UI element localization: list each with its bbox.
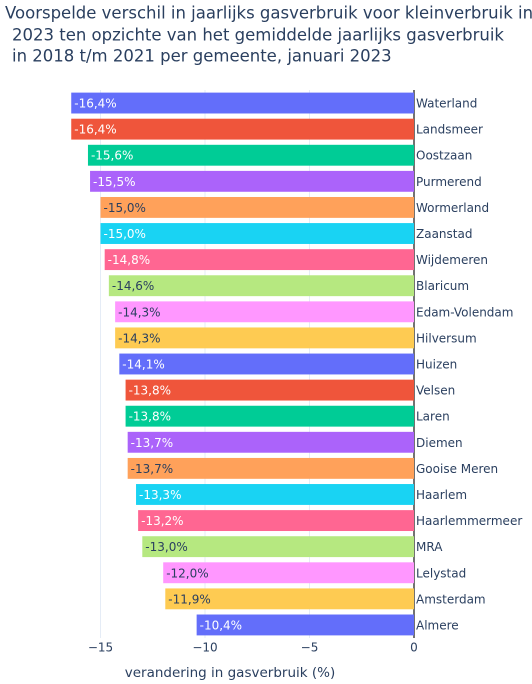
- x-axis-title: verandering in gasverbruik (%): [125, 665, 335, 681]
- value-label: -16,4%: [74, 97, 116, 111]
- bar: [125, 405, 414, 427]
- category-label: MRA: [416, 540, 443, 554]
- bar: [119, 353, 414, 375]
- x-tick-label: −5: [301, 641, 319, 655]
- bar: [196, 614, 414, 636]
- chart-title: 2023 ten opzichte van het gemiddelde jaa…: [12, 26, 504, 45]
- value-label: -15,0%: [104, 201, 146, 215]
- category-label: Oostzaan: [416, 149, 472, 163]
- bar: [127, 457, 415, 479]
- bar: [125, 379, 414, 401]
- value-label: -15,5%: [93, 175, 135, 189]
- value-label: -13,2%: [141, 514, 183, 528]
- bar: [71, 118, 415, 140]
- category-label: Lelystad: [416, 566, 466, 580]
- category-label: Gooise Meren: [416, 462, 498, 476]
- value-label: -14,6%: [112, 279, 154, 293]
- value-label: -13,7%: [131, 436, 173, 450]
- bar: [115, 327, 414, 349]
- category-label: Hilversum: [416, 331, 477, 345]
- category-label: Haarlemmermeer: [416, 514, 522, 528]
- value-label: -14,3%: [118, 305, 160, 319]
- value-label: -13,3%: [139, 488, 181, 502]
- bar: [108, 275, 415, 297]
- category-label: Purmerend: [416, 175, 482, 189]
- category-label: Velsen: [416, 384, 455, 398]
- bar: [100, 223, 414, 244]
- value-label: -14,3%: [118, 331, 160, 345]
- category-label: Edam-Volendam: [416, 305, 513, 319]
- value-label: -15,6%: [91, 149, 133, 163]
- bar: [71, 92, 415, 114]
- category-label: Haarlem: [416, 488, 467, 502]
- value-label: -12,0%: [166, 566, 208, 580]
- value-label: -13,0%: [145, 540, 187, 554]
- category-label: Waterland: [416, 97, 477, 111]
- bar: [87, 144, 415, 166]
- category-label: Landsmeer: [416, 123, 483, 137]
- bar: [104, 249, 415, 271]
- category-label: Laren: [416, 410, 450, 424]
- bar: [163, 562, 414, 584]
- value-label: -16,4%: [74, 123, 116, 137]
- category-label: Blaricum: [416, 279, 469, 293]
- value-label: -10,4%: [200, 618, 242, 632]
- bar: [115, 301, 414, 323]
- value-label: -13,8%: [129, 410, 171, 424]
- category-label: Amsterdam: [416, 592, 486, 606]
- bar: [165, 588, 414, 610]
- bar: [127, 431, 415, 453]
- bar: [136, 484, 414, 505]
- value-label: -13,8%: [129, 384, 171, 398]
- bar: [138, 510, 414, 532]
- value-label: -15,0%: [104, 227, 146, 241]
- category-label: Wormerland: [416, 201, 489, 215]
- category-label: Huizen: [416, 358, 457, 372]
- x-tick-label: 0: [410, 641, 418, 655]
- value-label: -14,8%: [108, 253, 150, 267]
- x-tick-label: −10: [192, 641, 217, 655]
- bar: [100, 196, 414, 218]
- bar: [142, 536, 415, 558]
- value-label: -14,1%: [122, 358, 164, 372]
- category-label: Diemen: [416, 436, 463, 450]
- category-label: Almere: [416, 618, 459, 632]
- chart-title: Voorspelde verschil in jaarlijks gasverb…: [5, 4, 532, 23]
- category-label: Zaanstad: [416, 227, 472, 241]
- chart-title: in 2018 t/m 2021 per gemeente, januari 2…: [12, 47, 392, 66]
- value-label: -11,9%: [168, 592, 210, 606]
- category-label: Wijdemeren: [416, 253, 488, 267]
- value-label: -13,7%: [131, 462, 173, 476]
- x-tick-label: −15: [88, 641, 113, 655]
- bar: [90, 170, 415, 192]
